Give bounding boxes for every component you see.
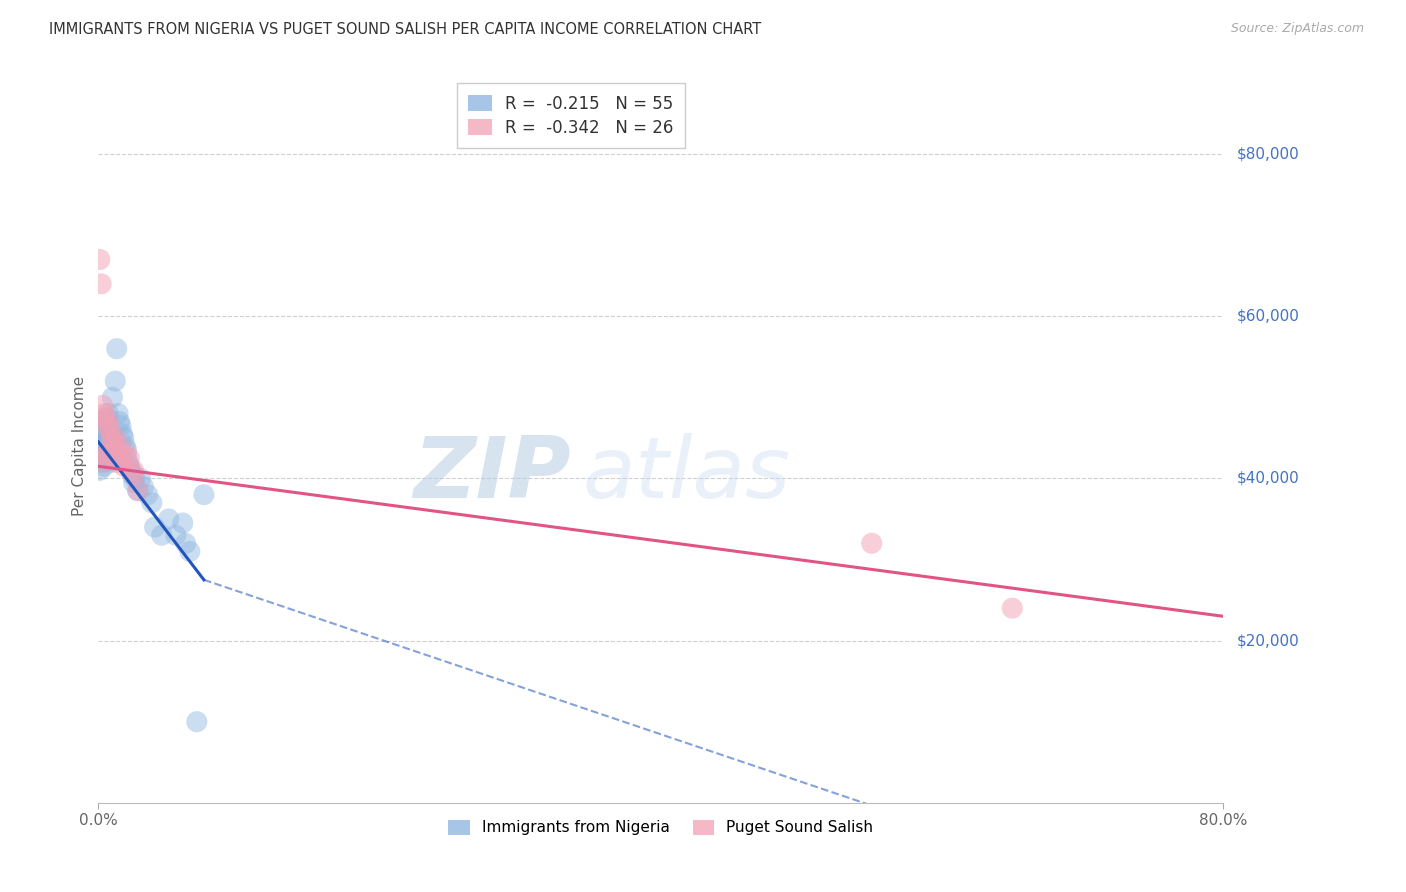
Point (105, 342, 128, 356)
Point (103, 443, 125, 458)
Point (117, 455, 139, 469)
Point (150, 528, 173, 542)
Point (174, 536, 197, 550)
Point (96, 439, 118, 453)
Point (179, 544, 201, 558)
Point (94, 415, 117, 429)
Point (157, 512, 180, 526)
Point (100, 455, 122, 469)
Point (98, 451, 121, 466)
Point (91, 455, 114, 469)
Point (89, 434, 111, 449)
Point (111, 426, 134, 441)
Point (89, 447, 111, 461)
Point (105, 455, 128, 469)
Point (101, 434, 124, 449)
Point (94, 431, 117, 445)
Point (121, 467, 143, 482)
Point (91, 447, 114, 461)
Point (101, 390, 124, 404)
Point (122, 475, 145, 490)
Point (101, 447, 124, 461)
Point (103, 431, 125, 445)
Point (98, 431, 121, 445)
Point (165, 528, 187, 542)
Point (108, 439, 131, 453)
Y-axis label: Per Capita Income: Per Capita Income (72, 376, 87, 516)
Point (91, 399, 114, 413)
Point (91, 455, 114, 469)
Point (93, 459, 115, 474)
Point (129, 471, 152, 485)
Point (97, 407, 120, 421)
Point (96, 418, 118, 433)
Point (89, 463, 111, 477)
Legend: Immigrants from Nigeria, Puget Sound Salish: Immigrants from Nigeria, Puget Sound Sal… (443, 814, 879, 841)
Text: $60,000: $60,000 (1237, 309, 1301, 324)
Point (860, 536, 883, 550)
Point (94, 410, 117, 425)
Point (143, 520, 166, 534)
Text: $20,000: $20,000 (1237, 633, 1301, 648)
Text: Source: ZipAtlas.com: Source: ZipAtlas.com (1230, 22, 1364, 36)
Point (193, 488, 215, 502)
Text: IMMIGRANTS FROM NIGERIA VS PUGET SOUND SALISH PER CAPITA INCOME CORRELATION CHAR: IMMIGRANTS FROM NIGERIA VS PUGET SOUND S… (49, 22, 762, 37)
Point (100, 439, 122, 453)
Point (141, 496, 163, 510)
Point (98, 423, 121, 437)
Point (94, 447, 117, 461)
Point (97, 415, 120, 429)
Point (93, 407, 115, 421)
Point (112, 431, 135, 445)
Point (104, 431, 127, 445)
Point (104, 374, 127, 388)
Point (100, 431, 122, 445)
Point (122, 467, 145, 482)
Point (97, 423, 120, 437)
Point (186, 714, 208, 729)
Point (115, 447, 138, 461)
Point (136, 488, 159, 502)
Point (114, 439, 136, 453)
Point (89, 451, 111, 466)
Point (118, 451, 141, 466)
Point (94, 447, 117, 461)
Point (93, 423, 115, 437)
Text: ZIP: ZIP (413, 433, 571, 516)
Point (89, 252, 111, 267)
Point (107, 407, 129, 421)
Point (93, 434, 115, 449)
Point (112, 459, 135, 474)
Text: atlas: atlas (582, 433, 790, 516)
Point (132, 479, 155, 493)
Point (118, 459, 141, 474)
Point (108, 415, 131, 429)
Point (1001, 601, 1024, 615)
Point (96, 410, 118, 425)
Point (110, 447, 132, 461)
Point (90, 439, 112, 453)
Text: $40,000: $40,000 (1237, 471, 1301, 486)
Point (127, 483, 149, 498)
Point (89, 423, 111, 437)
Point (122, 463, 145, 477)
Point (115, 443, 138, 458)
Point (90, 277, 112, 291)
Point (110, 418, 132, 433)
Text: $80,000: $80,000 (1237, 146, 1301, 161)
Point (120, 463, 142, 477)
Point (172, 516, 194, 530)
Point (90, 451, 112, 466)
Point (90, 443, 112, 458)
Point (124, 471, 146, 485)
Point (127, 483, 149, 498)
